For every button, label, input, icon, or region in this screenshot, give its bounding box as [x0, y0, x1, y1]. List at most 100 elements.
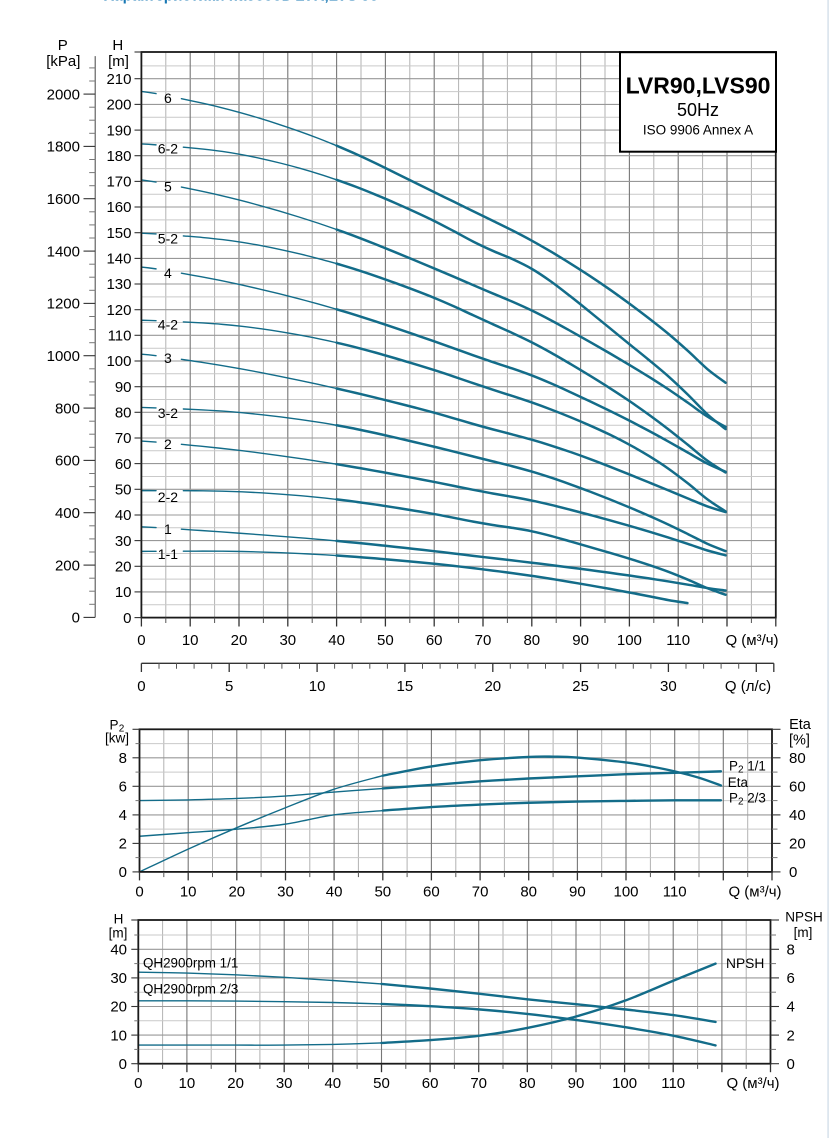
- svg-text:90: 90: [568, 1075, 585, 1092]
- svg-text:50: 50: [115, 482, 132, 499]
- svg-text:QH2900rpm 1/1: QH2900rpm 1/1: [143, 955, 238, 970]
- svg-text:P2 2/3: P2 2/3: [729, 790, 766, 807]
- svg-text:210: 210: [106, 71, 131, 88]
- svg-text:0: 0: [787, 1056, 795, 1073]
- svg-text:90: 90: [569, 884, 586, 901]
- svg-text:20: 20: [484, 678, 501, 695]
- svg-text:2-2: 2-2: [158, 489, 178, 505]
- svg-text:4: 4: [787, 999, 795, 1016]
- svg-text:2: 2: [119, 836, 127, 853]
- svg-text:40: 40: [110, 942, 127, 959]
- svg-text:6: 6: [787, 970, 795, 987]
- svg-text:10: 10: [182, 632, 199, 649]
- svg-text:4: 4: [119, 807, 127, 824]
- svg-text:30: 30: [279, 632, 296, 649]
- svg-text:170: 170: [106, 174, 131, 191]
- svg-text:0: 0: [119, 864, 127, 881]
- svg-text:0: 0: [137, 632, 145, 649]
- svg-text:60: 60: [115, 456, 132, 473]
- svg-text:80: 80: [520, 884, 537, 901]
- svg-text:Q (м³/ч): Q (м³/ч): [725, 632, 778, 649]
- svg-text:10: 10: [179, 1075, 196, 1092]
- svg-text:30: 30: [277, 884, 294, 901]
- svg-text:NPSH: NPSH: [785, 910, 823, 925]
- svg-text:Q (м³/ч): Q (м³/ч): [728, 884, 781, 901]
- svg-text:0: 0: [119, 1056, 127, 1073]
- svg-text:6: 6: [164, 90, 172, 106]
- svg-text:80: 80: [115, 405, 132, 422]
- svg-text:40: 40: [789, 807, 806, 824]
- svg-text:50: 50: [374, 884, 391, 901]
- svg-text:Eta: Eta: [789, 717, 812, 733]
- svg-text:[kPa]: [kPa]: [46, 53, 80, 70]
- svg-text:30: 30: [110, 970, 127, 987]
- svg-text:1400: 1400: [47, 243, 80, 260]
- svg-text:80: 80: [523, 632, 540, 649]
- svg-text:QH2900rpm 2/3: QH2900rpm 2/3: [143, 981, 238, 996]
- svg-text:50: 50: [373, 1075, 390, 1092]
- svg-text:Eta: Eta: [728, 775, 749, 790]
- svg-text:[m]: [m]: [109, 926, 128, 941]
- svg-text:100: 100: [617, 632, 642, 649]
- svg-text:H: H: [114, 912, 124, 927]
- svg-text:30: 30: [660, 678, 677, 695]
- svg-text:110: 110: [663, 884, 687, 901]
- svg-text:6: 6: [119, 779, 127, 796]
- svg-text:1200: 1200: [47, 296, 80, 313]
- svg-text:H: H: [112, 37, 123, 54]
- svg-text:1800: 1800: [47, 139, 80, 156]
- svg-text:60: 60: [422, 1075, 439, 1092]
- svg-text:100: 100: [612, 1075, 637, 1092]
- svg-text:NPSH: NPSH: [726, 956, 764, 971]
- svg-text:4-2: 4-2: [158, 317, 178, 333]
- svg-text:Q (л/с): Q (л/с): [725, 678, 771, 695]
- svg-text:100: 100: [106, 353, 131, 370]
- svg-text:120: 120: [106, 302, 131, 319]
- svg-text:5-2: 5-2: [158, 230, 178, 246]
- svg-text:25: 25: [572, 678, 589, 695]
- svg-text:3: 3: [164, 350, 172, 366]
- svg-text:[m]: [m]: [794, 925, 813, 940]
- svg-text:2: 2: [119, 723, 125, 734]
- svg-text:[m]: [m]: [108, 53, 129, 70]
- svg-text:8: 8: [119, 750, 127, 767]
- svg-text:6-2: 6-2: [158, 141, 178, 157]
- svg-text:0: 0: [72, 610, 80, 627]
- svg-text:0: 0: [789, 864, 797, 881]
- svg-text:2: 2: [164, 436, 172, 452]
- svg-text:Характеристики насосов LVR,LVS: Характеристики насосов LVR,LVS 90: [104, 0, 378, 5]
- svg-text:1600: 1600: [47, 191, 80, 208]
- svg-text:8: 8: [787, 942, 795, 959]
- svg-text:ISO 9906 Annex A: ISO 9906 Annex A: [643, 123, 753, 138]
- svg-text:70: 70: [115, 430, 132, 447]
- svg-text:LVR90,LVS90: LVR90,LVS90: [626, 73, 771, 99]
- svg-text:90: 90: [572, 632, 589, 649]
- svg-text:180: 180: [106, 148, 131, 165]
- svg-text:[%]: [%]: [789, 733, 810, 749]
- svg-text:0: 0: [135, 884, 143, 901]
- svg-text:1000: 1000: [47, 348, 80, 365]
- svg-text:20: 20: [228, 884, 245, 901]
- svg-text:40: 40: [326, 884, 343, 901]
- svg-text:110: 110: [666, 632, 690, 649]
- svg-text:30: 30: [115, 533, 132, 550]
- svg-text:50Hz: 50Hz: [677, 100, 719, 120]
- svg-text:70: 70: [475, 632, 492, 649]
- svg-text:110: 110: [108, 328, 132, 345]
- svg-text:10: 10: [115, 584, 132, 601]
- svg-text:40: 40: [328, 632, 345, 649]
- svg-text:130: 130: [106, 276, 131, 293]
- svg-text:20: 20: [115, 559, 132, 576]
- svg-text:0: 0: [123, 610, 131, 627]
- svg-text:50: 50: [377, 632, 394, 649]
- svg-text:4: 4: [164, 265, 172, 281]
- svg-text:110: 110: [661, 1075, 685, 1092]
- svg-text:P: P: [109, 717, 118, 732]
- svg-text:140: 140: [106, 251, 131, 268]
- svg-text:70: 70: [472, 884, 489, 901]
- svg-text:[kw]: [kw]: [105, 730, 129, 745]
- svg-text:0: 0: [137, 678, 145, 695]
- svg-text:P: P: [58, 37, 68, 54]
- svg-text:Q (м³/ч): Q (м³/ч): [726, 1075, 779, 1092]
- svg-text:80: 80: [789, 750, 806, 767]
